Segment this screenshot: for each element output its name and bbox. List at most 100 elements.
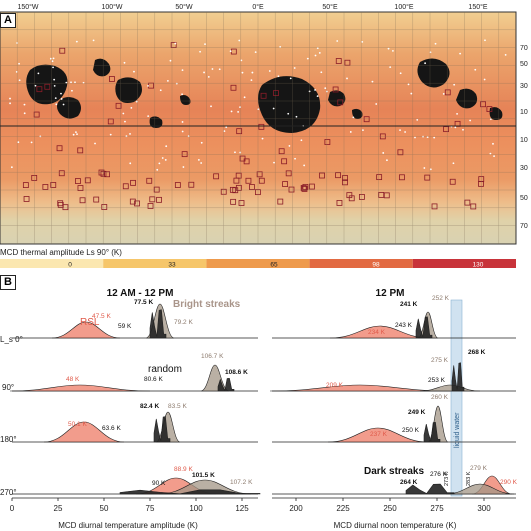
site-dot — [147, 84, 149, 87]
site-marker — [104, 171, 110, 178]
site-marker — [130, 179, 136, 186]
site-marker — [213, 173, 220, 180]
site-dot — [287, 112, 290, 115]
site-marker — [93, 196, 100, 203]
density-curve — [43, 421, 125, 443]
site-dot — [387, 47, 390, 50]
site-dot — [182, 166, 185, 168]
liquid-water-band — [450, 299, 463, 497]
site-dot — [456, 112, 458, 115]
site-marker — [443, 126, 449, 133]
site-dot — [23, 103, 26, 106]
site-marker — [332, 86, 339, 93]
site-dot — [156, 168, 159, 171]
site-dot — [288, 145, 291, 147]
site-marker — [342, 179, 348, 186]
axis-tick-label: 100 — [189, 504, 203, 513]
peak-label: 82.4 K — [140, 403, 159, 410]
site-marker — [470, 203, 477, 210]
density-curve — [217, 377, 235, 392]
site-dot — [9, 102, 11, 105]
site-dot — [164, 159, 167, 161]
site-marker — [84, 177, 91, 184]
axis-tick-label: 200 — [289, 504, 303, 513]
site-dot — [199, 50, 201, 53]
peak-label: 260 K — [431, 394, 449, 401]
site-dot — [109, 133, 112, 136]
site-dot — [23, 112, 26, 115]
site-dot — [429, 168, 432, 171]
site-dot — [375, 103, 378, 105]
density-curve — [405, 483, 455, 495]
axis-tick-label: 75 — [146, 504, 155, 513]
peak-label: 279 K — [470, 465, 488, 472]
axis-tick-label: 0 — [10, 504, 15, 513]
site-marker — [486, 106, 493, 112]
site-dot — [434, 42, 437, 45]
site-dot — [268, 70, 271, 72]
site-dot — [53, 78, 56, 81]
colorbar-segment — [0, 259, 104, 268]
site-marker — [383, 192, 390, 199]
row-labels: L_s 0° 90° 180° 270° — [0, 335, 23, 497]
site-dot — [52, 57, 55, 60]
site-marker — [100, 170, 107, 177]
site-marker — [376, 174, 383, 181]
site-dot — [129, 162, 132, 165]
site-marker — [77, 185, 84, 191]
site-marker — [109, 76, 115, 82]
site-dot — [243, 96, 246, 99]
peak-label: 48 K — [66, 376, 80, 383]
site-dot — [279, 45, 282, 48]
site-marker — [348, 195, 355, 202]
site-marker — [449, 178, 456, 185]
left-axis: 0 25 50 75 100 125 MCD diurnal temperature am… — [10, 497, 258, 530]
site-dot — [76, 133, 78, 136]
site-marker — [147, 203, 154, 209]
peak-label: 234 K — [368, 329, 386, 336]
site-dot — [218, 68, 221, 71]
site-dot — [250, 79, 253, 82]
lon-label: 100°E — [394, 3, 413, 11]
site-dot — [169, 59, 172, 62]
site-dot — [158, 162, 161, 165]
site-marker — [285, 170, 292, 177]
site-marker — [129, 198, 136, 205]
left-title: 12 AM - 12 PM — [107, 288, 174, 299]
peak-label: 241 K — [400, 301, 418, 308]
site-marker — [33, 111, 40, 118]
site-dot — [295, 115, 298, 118]
lon-label: 50°E — [322, 3, 338, 11]
site-dot — [92, 39, 95, 42]
site-marker — [134, 200, 140, 207]
site-dot — [251, 71, 254, 74]
site-marker — [22, 182, 29, 188]
site-dot — [18, 79, 21, 82]
site-dot — [392, 49, 394, 52]
right-axis: 200 225 250 275 300 MCD diurnal noon tempera… — [272, 497, 516, 530]
peak-label: 88.9 K — [174, 466, 193, 473]
site-dot — [389, 66, 392, 69]
site-marker — [230, 84, 237, 91]
site-marker — [75, 178, 81, 184]
colorbar-tick: 65 — [270, 262, 278, 269]
site-dot — [386, 159, 388, 162]
site-dot — [37, 72, 40, 75]
site-dot — [130, 106, 133, 109]
colorbar-segment — [206, 259, 310, 268]
site-dot — [273, 161, 275, 164]
map-grid — [0, 12, 516, 244]
panel-b-letter: B — [0, 275, 16, 290]
site-marker — [335, 58, 342, 64]
colorbar-tick: 130 — [473, 262, 484, 269]
peak-label: 47.5 K — [92, 313, 111, 320]
density-curve — [9, 384, 151, 392]
site-dot — [82, 81, 85, 84]
site-marker — [36, 86, 43, 93]
colorbar-tick: 0 — [68, 262, 72, 269]
site-marker — [188, 181, 195, 188]
peak-label: 276 K — [430, 471, 448, 478]
site-dot — [324, 87, 327, 90]
site-dot — [181, 130, 184, 133]
